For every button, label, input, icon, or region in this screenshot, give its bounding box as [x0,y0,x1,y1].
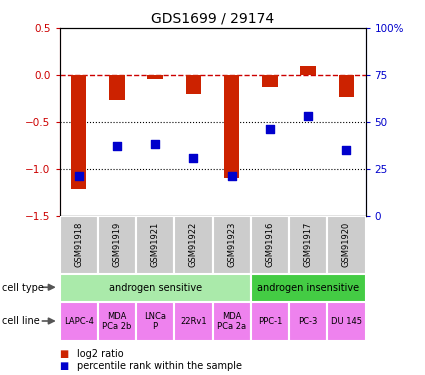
Title: GDS1699 / 29174: GDS1699 / 29174 [151,12,274,26]
Point [190,154,197,160]
Point [343,147,350,153]
Text: DU 145: DU 145 [331,317,362,326]
Bar [339,75,354,97]
Bar [186,75,201,94]
Text: ■: ■ [60,361,69,370]
Bar [174,302,212,341]
Bar [60,302,98,341]
Text: androgen sensitive: androgen sensitive [108,283,202,293]
Bar [289,216,327,274]
Text: GSM91919: GSM91919 [112,222,122,267]
Point [266,126,273,132]
Text: cell type: cell type [2,283,44,292]
Text: cell line: cell line [2,316,40,326]
Text: 22Rv1: 22Rv1 [180,317,207,326]
Text: GSM91922: GSM91922 [189,222,198,267]
Bar [60,216,98,274]
Bar [289,302,327,341]
Point [305,113,312,119]
Text: PPC-1: PPC-1 [258,317,282,326]
Point [75,173,82,179]
Bar [262,75,278,87]
Bar [327,216,366,274]
Bar [212,302,251,341]
Bar [212,216,251,274]
Text: GSM91917: GSM91917 [303,222,313,267]
Text: percentile rank within the sample: percentile rank within the sample [76,361,241,370]
Bar [98,216,136,274]
Text: GSM91916: GSM91916 [265,222,275,267]
Text: MDA
PCa 2a: MDA PCa 2a [217,312,246,331]
Bar [174,216,212,274]
Bar [300,66,316,75]
Text: LAPC-4: LAPC-4 [64,317,94,326]
Text: GSM91923: GSM91923 [227,222,236,267]
Bar [71,75,86,189]
Bar [136,216,174,274]
Text: androgen insensitive: androgen insensitive [257,283,359,293]
Bar [147,75,163,79]
Point [152,141,159,147]
Bar [251,302,289,341]
Bar [98,302,136,341]
Point [228,173,235,179]
Bar [109,75,125,100]
Bar [224,75,239,178]
Text: GSM91918: GSM91918 [74,222,83,267]
Point [113,143,120,149]
Bar [327,302,366,341]
Text: LNCa
P: LNCa P [144,312,166,331]
Text: ■: ■ [60,350,69,359]
Text: PC-3: PC-3 [298,317,318,326]
Bar [251,216,289,274]
Text: GSM91920: GSM91920 [342,222,351,267]
Text: log2 ratio: log2 ratio [76,350,123,359]
Bar [251,274,366,302]
Text: GSM91921: GSM91921 [150,222,160,267]
Bar [136,302,174,341]
Bar [60,274,251,302]
Text: MDA
PCa 2b: MDA PCa 2b [102,312,132,331]
